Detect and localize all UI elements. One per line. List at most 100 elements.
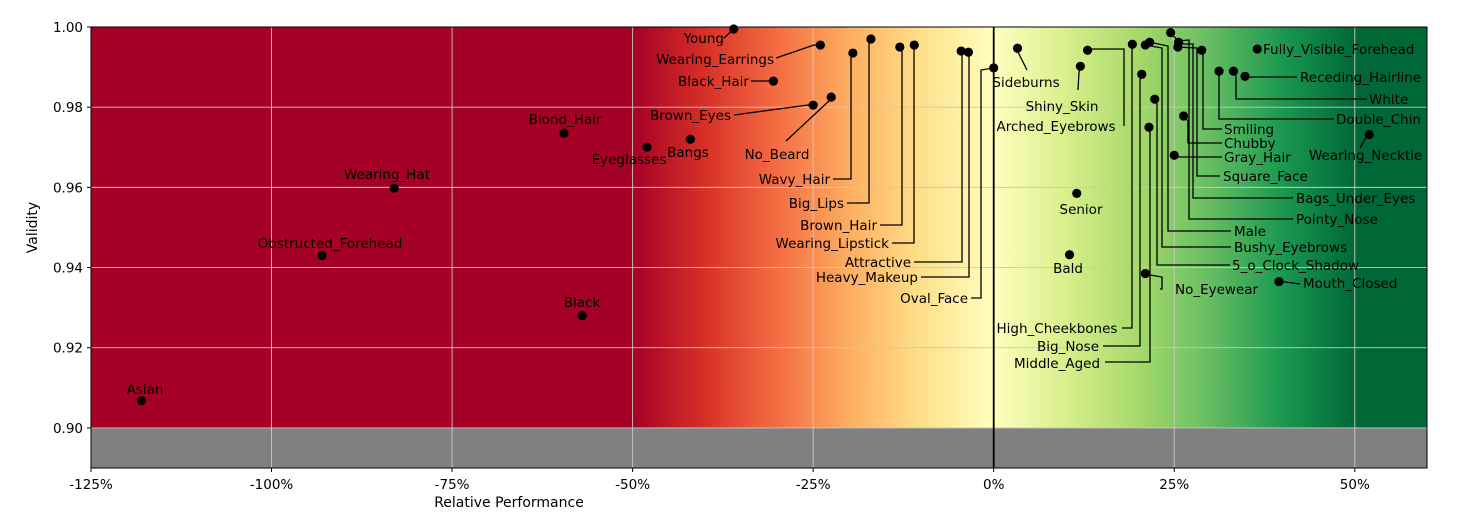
- data-point: [1137, 69, 1147, 79]
- leader-line: [971, 67, 994, 299]
- leader-line: [1170, 32, 1293, 220]
- data-label: Heavy_Makeup: [816, 270, 918, 286]
- data-point: [956, 46, 966, 56]
- data-point: [895, 42, 905, 52]
- x-axis-ticks: -125% -100% -75% -50% -25% 0% 25% 50%: [69, 468, 1370, 493]
- data-label: Obstructed_Forehead: [258, 236, 403, 252]
- x-tick-label: -75%: [435, 477, 470, 493]
- data-label: Pointy_Nose: [1296, 212, 1378, 228]
- data-label: Wavy_Hair: [759, 172, 831, 188]
- data-label: Eyeglasses: [592, 152, 667, 168]
- data-label: Sideburns: [992, 75, 1059, 91]
- y-tick-label: 0.92: [53, 341, 83, 357]
- x-tick-label: -100%: [250, 477, 294, 493]
- data-point: [1240, 71, 1250, 81]
- data-label: No_Eyewear: [1175, 282, 1259, 298]
- data-label: White: [1369, 92, 1408, 108]
- data-label: Square_Face: [1223, 169, 1308, 185]
- data-label: Bags_Under_Eyes: [1296, 191, 1415, 207]
- data-label: Black_Hair: [678, 74, 749, 90]
- data-label: Bald: [1053, 261, 1083, 277]
- leader-line: [1177, 46, 1220, 177]
- data-point: [1228, 66, 1239, 76]
- data-label: Arched_Eyebrows: [996, 119, 1115, 135]
- data-point: [1145, 37, 1155, 47]
- data-label: Smiling: [1224, 122, 1274, 138]
- data-point: [768, 76, 779, 86]
- data-point: [317, 250, 327, 261]
- y-tick-label: 0.94: [53, 261, 83, 277]
- data-point: [815, 40, 825, 50]
- data-point: [1173, 42, 1183, 52]
- data-point: [808, 100, 818, 110]
- data-label: Fully_Visible_Forehead: [1263, 42, 1414, 58]
- data-label: Brown_Eyes: [650, 108, 731, 124]
- data-point: [1140, 268, 1150, 279]
- leader-line: [1145, 44, 1231, 248]
- y-tick-label: 1.00: [53, 20, 83, 36]
- data-point: [685, 134, 695, 144]
- x-tick-label: -25%: [796, 477, 831, 493]
- x-tick-label: 25%: [1159, 477, 1189, 493]
- data-label: Double_Chin: [1336, 112, 1421, 128]
- data-point-labels: Asian Wearing_Hat Obstructed_Forehead Blond…: [127, 31, 1423, 398]
- data-label: Wearing_Lipstick: [776, 236, 890, 252]
- data-point: [1150, 94, 1160, 104]
- data-point: [826, 92, 836, 102]
- data-label: Attractive: [845, 255, 911, 271]
- data-label: Wearing_Necktie: [1309, 148, 1422, 164]
- data-label: Middle_Aged: [1014, 356, 1100, 372]
- data-point: [1127, 39, 1137, 49]
- data-label: Wearing_Hat: [344, 167, 430, 183]
- x-tick-label: -125%: [69, 477, 113, 493]
- data-label: Chubby: [1224, 136, 1276, 152]
- data-label: Blond_Hair: [529, 112, 602, 128]
- data-label: Senior: [1060, 202, 1103, 218]
- data-point: [577, 311, 587, 321]
- y-tick-label: 0.96: [53, 180, 83, 196]
- data-label: Mouth_Closed: [1303, 276, 1397, 292]
- data-points: [136, 24, 1374, 406]
- data-point: [1197, 45, 1207, 55]
- data-point: [729, 24, 739, 34]
- data-label: Bangs: [667, 145, 709, 161]
- data-label: Young: [683, 31, 724, 47]
- data-label: Big_Nose: [1037, 339, 1099, 355]
- data-label: Brown_Hair: [800, 218, 877, 234]
- data-label: Big_Lips: [789, 196, 844, 212]
- data-label: Gray_Hair: [1224, 150, 1291, 166]
- y-axis-ticks: 0.90 0.92 0.94 0.96 0.98 1.00: [53, 20, 91, 437]
- data-label: Shiny_Skin: [1026, 99, 1099, 115]
- data-point: [1274, 276, 1284, 287]
- x-tick-label: 50%: [1340, 477, 1370, 493]
- data-label: High_Cheekbones: [997, 321, 1118, 337]
- data-point: [642, 142, 652, 152]
- data-label: Wearing_Earrings: [656, 52, 774, 68]
- x-tick-label: 0%: [983, 477, 1005, 493]
- data-label: Asian: [127, 382, 164, 398]
- leader-line: [1244, 75, 1297, 78]
- data-label: Male: [1234, 224, 1266, 240]
- data-point: [1169, 150, 1179, 160]
- y-tick-label: 0.90: [53, 421, 83, 437]
- x-tick-label: -50%: [615, 477, 650, 493]
- data-point: [389, 183, 399, 193]
- data-point: [963, 47, 974, 57]
- data-point: [848, 48, 858, 58]
- data-point: [1166, 28, 1176, 38]
- data-label: Bushy_Eyebrows: [1234, 240, 1347, 256]
- data-point: [866, 34, 876, 44]
- data-point: [1072, 188, 1082, 198]
- data-point: [1214, 66, 1224, 76]
- data-point: [989, 63, 999, 73]
- data-point: [1144, 122, 1154, 132]
- data-point: [1179, 111, 1189, 121]
- data-label: No_Beard: [745, 147, 810, 163]
- data-point: [1252, 44, 1262, 54]
- data-point: [1012, 43, 1023, 53]
- leader-line: [1149, 41, 1231, 232]
- data-label: 5_o_Clock_Shadow: [1232, 258, 1359, 274]
- y-axis-title: Validity: [25, 202, 41, 253]
- data-point: [1075, 61, 1085, 71]
